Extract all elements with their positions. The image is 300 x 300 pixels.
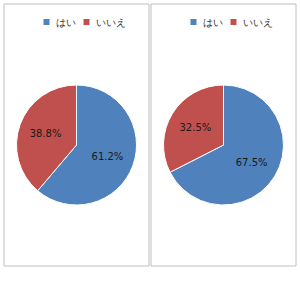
svg-text:はい: はい	[56, 17, 76, 28]
svg-text:67.5%: 67.5%	[236, 157, 268, 168]
svg-text:いいえ: いいえ	[243, 17, 273, 28]
svg-text:61.2%: 61.2%	[92, 151, 124, 162]
svg-text:いいえ: いいえ	[96, 17, 126, 28]
svg-text:はい: はい	[203, 17, 223, 28]
svg-text:38.8%: 38.8%	[30, 128, 62, 139]
svg-text:32.5%: 32.5%	[179, 122, 211, 133]
